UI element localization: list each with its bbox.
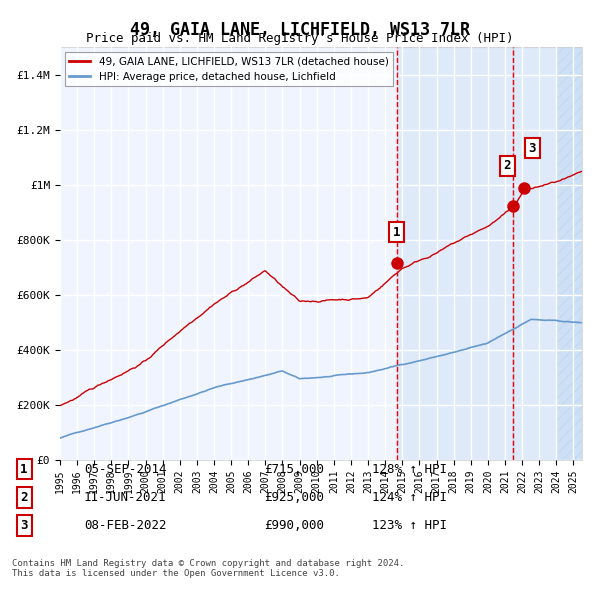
Text: £715,000: £715,000 [264,463,324,476]
Legend: 49, GAIA LANE, LICHFIELD, WS13 7LR (detached house), HPI: Average price, detache: 49, GAIA LANE, LICHFIELD, WS13 7LR (deta… [65,53,392,86]
Text: 1: 1 [20,463,28,476]
Text: 3: 3 [20,519,28,532]
Text: 1: 1 [393,225,400,238]
Text: £925,000: £925,000 [264,491,324,504]
Text: 3: 3 [529,142,536,155]
Text: 49, GAIA LANE, LICHFIELD, WS13 7LR: 49, GAIA LANE, LICHFIELD, WS13 7LR [130,21,470,39]
Bar [556,47,582,460]
Text: 124% ↑ HPI: 124% ↑ HPI [372,491,447,504]
Text: 11-JUN-2021: 11-JUN-2021 [84,491,167,504]
Text: 123% ↑ HPI: 123% ↑ HPI [372,519,447,532]
Text: Price paid vs. HM Land Registry's House Price Index (HPI): Price paid vs. HM Land Registry's House … [86,32,514,45]
Text: £990,000: £990,000 [264,519,324,532]
Text: 128% ↑ HPI: 128% ↑ HPI [372,463,447,476]
Text: Contains HM Land Registry data © Crown copyright and database right 2024.
This d: Contains HM Land Registry data © Crown c… [12,559,404,578]
Text: 2: 2 [503,159,511,172]
Text: 05-SEP-2014: 05-SEP-2014 [84,463,167,476]
Text: 2: 2 [20,491,28,504]
Text: 08-FEB-2022: 08-FEB-2022 [84,519,167,532]
Bar [397,47,512,460]
Bar [512,47,582,460]
